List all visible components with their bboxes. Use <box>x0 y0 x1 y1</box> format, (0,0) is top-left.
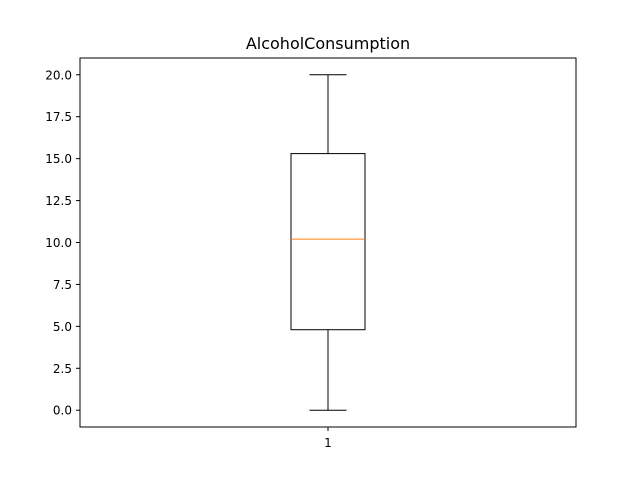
y-tick-label: 2.5 <box>53 362 72 376</box>
y-tick-label: 10.0 <box>45 236 72 250</box>
box-plot-marks <box>290 74 366 411</box>
box-group <box>290 74 366 411</box>
y-tick-label: 20.0 <box>45 68 72 82</box>
axis-ticks: 0.0 2.5 5.0 7.5 10.0 12.5 15.0 17.5 20.0 1 <box>45 68 332 450</box>
y-tick-label: 15.0 <box>45 152 72 166</box>
y-tick-label: 12.5 <box>45 194 72 208</box>
y-tick-label: 0.0 <box>53 404 72 418</box>
y-tick-label: 5.0 <box>53 320 72 334</box>
x-tick-label: 1 <box>324 436 332 450</box>
y-tick-label: 7.5 <box>53 278 72 292</box>
y-tick-label: 17.5 <box>45 110 72 124</box>
plot-area-frame <box>79 57 577 428</box>
interquartile-box <box>290 153 366 331</box>
chart-title: AlcoholConsumption <box>246 34 410 53</box>
